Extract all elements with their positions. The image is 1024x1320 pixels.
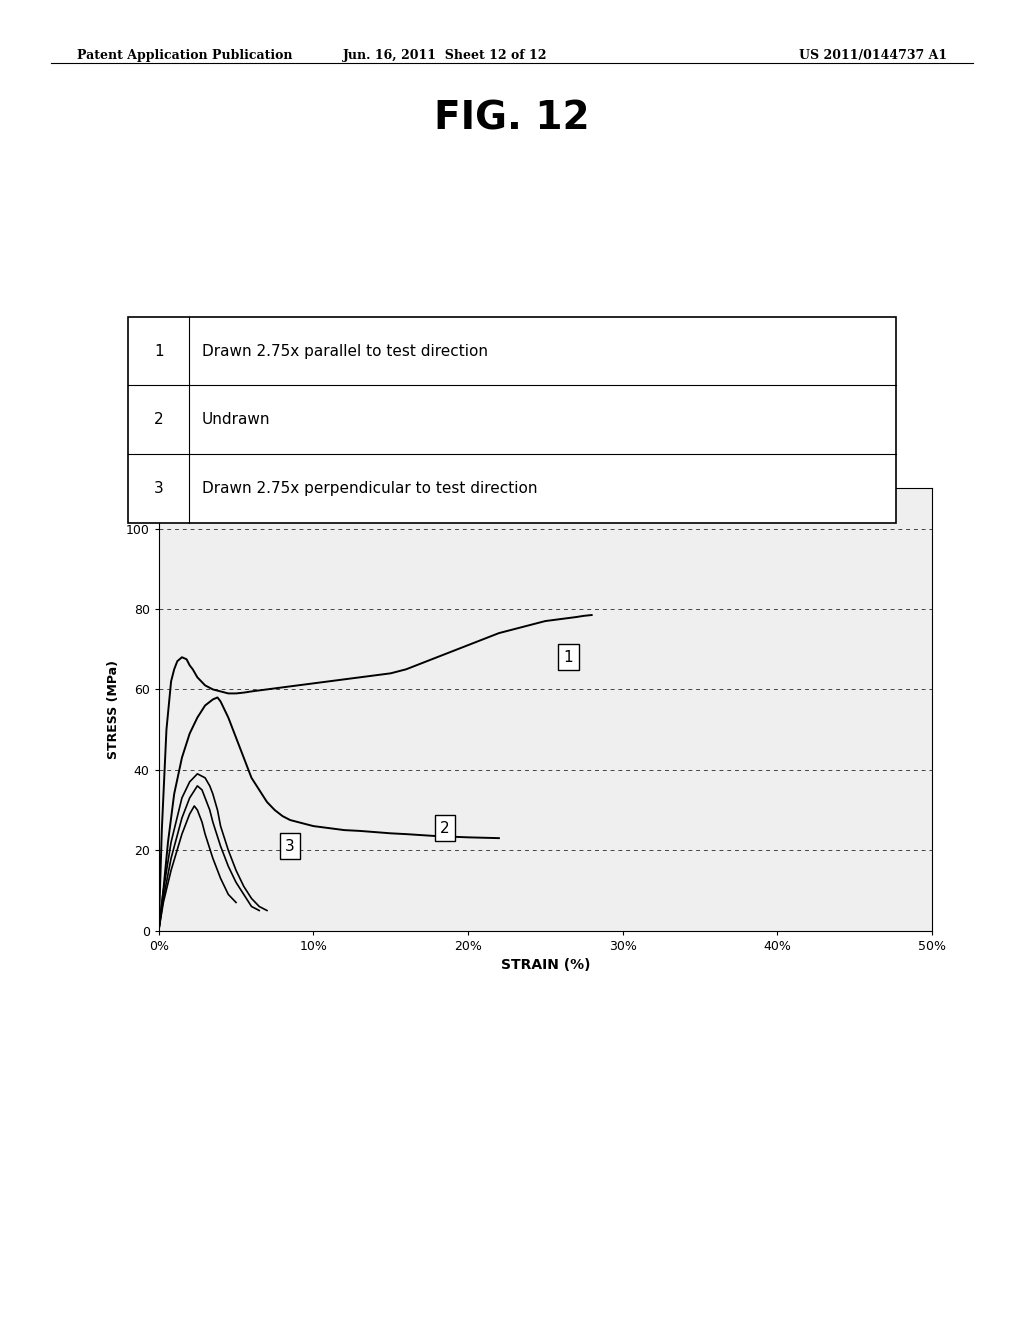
Y-axis label: STRESS (MPa): STRESS (MPa) [108, 660, 120, 759]
Text: 3: 3 [154, 480, 164, 496]
Text: Drawn 2.75x parallel to test direction: Drawn 2.75x parallel to test direction [202, 343, 487, 359]
Title: Directionality to Orientation
Parallel vs. Nonoriented vs. Transverse: Directionality to Orientation Parallel v… [383, 450, 708, 483]
X-axis label: STRAIN (%): STRAIN (%) [501, 958, 590, 973]
Text: Patent Application Publication: Patent Application Publication [77, 49, 292, 62]
Text: Drawn 2.75x perpendicular to test direction: Drawn 2.75x perpendicular to test direct… [202, 480, 538, 496]
Text: 2: 2 [154, 412, 164, 428]
Text: US 2011/0144737 A1: US 2011/0144737 A1 [799, 49, 947, 62]
Text: Jun. 16, 2011  Sheet 12 of 12: Jun. 16, 2011 Sheet 12 of 12 [343, 49, 548, 62]
Text: FIG. 12: FIG. 12 [434, 100, 590, 137]
Text: 1: 1 [154, 343, 164, 359]
Text: 1: 1 [563, 649, 573, 665]
Text: Undrawn: Undrawn [202, 412, 270, 428]
Text: 2: 2 [440, 821, 450, 836]
Text: 3: 3 [286, 838, 295, 854]
